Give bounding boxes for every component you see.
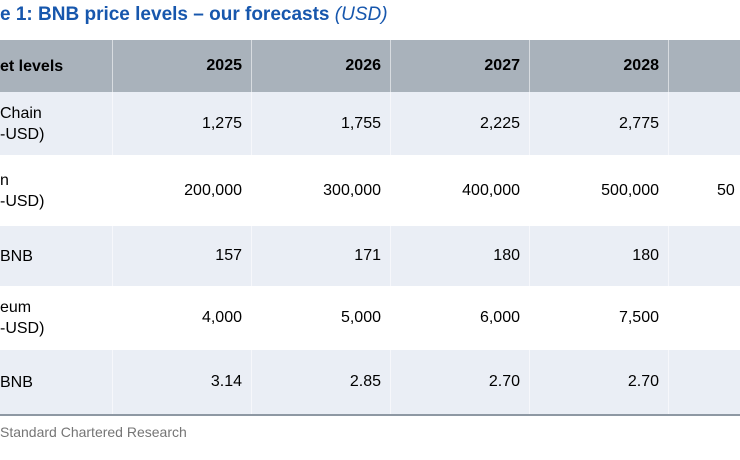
row-label-line1: Chain (0, 104, 42, 122)
value-cell-clipped (668, 226, 740, 286)
value-cell: 6,000 (390, 286, 529, 350)
value-cell: 7,500 (529, 286, 668, 350)
value-cell: 5,000 (251, 286, 390, 350)
header-year-2026: 2026 (251, 40, 390, 92)
value-cell-clipped (668, 286, 740, 350)
value-cell: 2.70 (529, 350, 668, 414)
row-label: n -USD) (0, 155, 112, 226)
row-label: Chain -USD) (0, 92, 112, 155)
forecast-table: et levels 2025 2026 2027 2028 Chain -USD… (0, 40, 740, 416)
value-cell: 2.70 (390, 350, 529, 414)
figure-title-text: e 1: BNB price levels – our forecasts (0, 4, 330, 25)
figure-title-unit: (USD) (334, 4, 388, 25)
source-text: Standard Chartered Research (0, 424, 187, 440)
figure-title: e 1: BNB price levels – our forecasts (U… (0, 4, 388, 26)
value-cell: 300,000 (251, 155, 390, 226)
value-cell: 4,000 (112, 286, 251, 350)
row-label: BNB (0, 226, 112, 286)
value-cell: 171 (251, 226, 390, 286)
value-cell: 200,000 (112, 155, 251, 226)
row-label: eum -USD) (0, 286, 112, 350)
row-label-line1: eum (0, 299, 32, 316)
value-cell: 1,275 (112, 92, 251, 155)
table-row-bnb-chain: Chain -USD) 1,275 1,755 2,225 2,775 (0, 92, 740, 155)
value-cell-clipped (668, 92, 740, 155)
row-label-line2: -USD) (0, 320, 45, 337)
table-row-eth-bnb: BNB 3.14 2.85 2.70 2.70 (0, 350, 740, 414)
row-label-line1: n (0, 171, 9, 189)
value-cell: 2,225 (390, 92, 529, 155)
header-year-2028: 2028 (529, 40, 668, 92)
row-label-line1: BNB (0, 247, 33, 265)
row-label: BNB (0, 350, 112, 414)
header-year-2027: 2027 (390, 40, 529, 92)
header-year-2025: 2025 (112, 40, 251, 92)
value-cell: 1,755 (251, 92, 390, 155)
row-label-line1: BNB (0, 373, 33, 391)
value-cell: 500,000 (529, 155, 668, 226)
value-cell: 180 (529, 226, 668, 286)
value-cell-clipped: 50 (668, 155, 740, 226)
value-cell: 180 (390, 226, 529, 286)
value-cell-clipped (668, 350, 740, 414)
table-row-bitcoin: n -USD) 200,000 300,000 400,000 500,000 … (0, 155, 740, 226)
value-cell: 2.85 (251, 350, 390, 414)
value-cell: 3.14 (112, 350, 251, 414)
table-row-btc-bnb: BNB 157 171 180 180 (0, 226, 740, 286)
header-asset-levels: et levels (0, 57, 64, 75)
table-row-ethereum: eum -USD) 4,000 5,000 6,000 7,500 (0, 286, 740, 350)
value-cell: 2,775 (529, 92, 668, 155)
value-cell: 157 (112, 226, 251, 286)
table-header-row: et levels 2025 2026 2027 2028 (0, 40, 740, 92)
row-label-line2: -USD) (0, 125, 45, 143)
value-cell: 400,000 (390, 155, 529, 226)
header-year-clipped (668, 40, 740, 92)
row-label-line2: -USD) (0, 192, 45, 210)
